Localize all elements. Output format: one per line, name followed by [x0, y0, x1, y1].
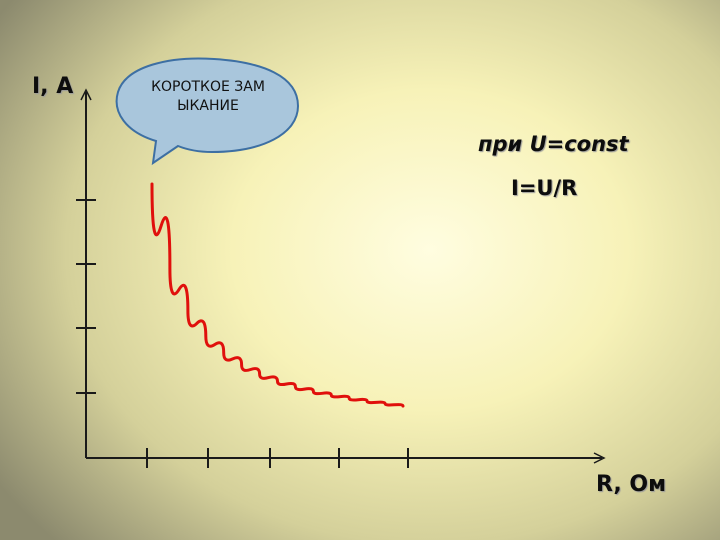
ohm-law-formula: I=U/R	[511, 176, 578, 200]
y-axis-label: I, A	[32, 74, 74, 99]
current-resistance-curve	[150, 182, 405, 408]
short-circuit-callout-text: КОРОТКОЕ ЗАМЫКАНИЕ	[151, 79, 265, 114]
short-circuit-callout-bubble	[115, 57, 300, 166]
x-axis-label: R, Ом	[596, 472, 667, 497]
condition-text: при U=const	[478, 132, 629, 156]
y-axis-arrow	[80, 88, 92, 101]
x-axis-arrow	[593, 452, 606, 464]
